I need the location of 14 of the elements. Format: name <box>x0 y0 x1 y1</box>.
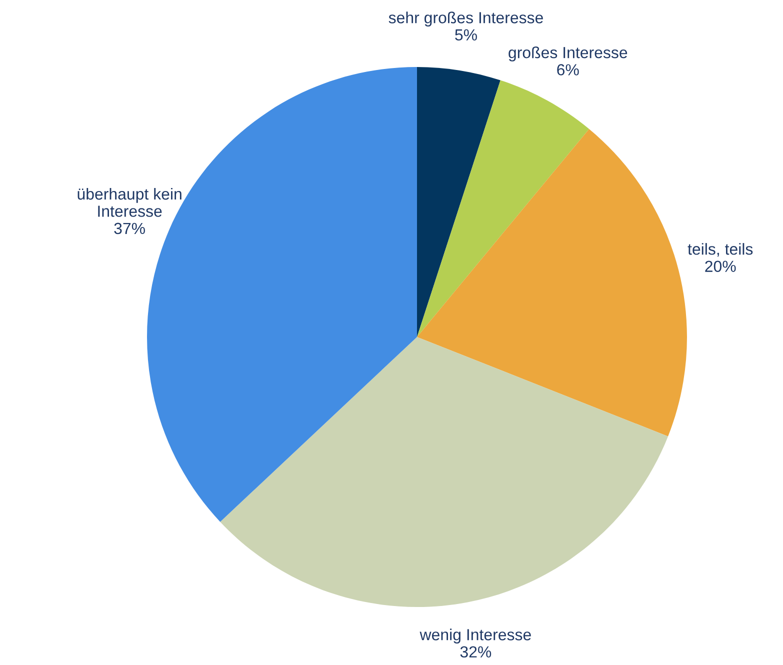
pie-slice <box>417 80 590 337</box>
data-label: 32% <box>460 646 492 658</box>
slice-label: großes Interesse <box>508 46 628 62</box>
slice-label: überhaupt kein Interesse <box>78 188 182 217</box>
slice-label: teils, teils <box>688 243 753 257</box>
data-label: 37% <box>114 222 145 234</box>
pie-slice <box>417 128 687 436</box>
slice-label: sehr großes Interesse <box>388 12 543 26</box>
pie-slice <box>220 337 668 607</box>
slice-label: wenig Interesse <box>420 628 531 644</box>
data-label: 5% <box>455 29 477 41</box>
data-label: 20% <box>705 260 736 272</box>
data-label: 6% <box>557 64 579 76</box>
pie-slice <box>417 67 500 337</box>
